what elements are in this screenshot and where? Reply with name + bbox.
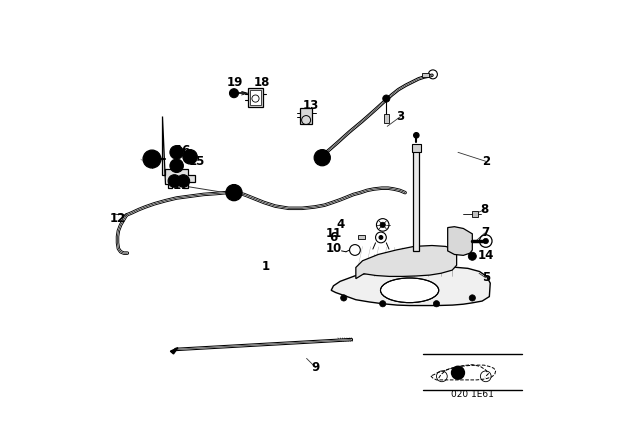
Bar xyxy=(413,148,419,251)
Polygon shape xyxy=(332,267,490,306)
Circle shape xyxy=(469,295,476,301)
Bar xyxy=(472,211,477,217)
Polygon shape xyxy=(170,348,178,354)
Text: 3: 3 xyxy=(397,110,404,123)
Circle shape xyxy=(470,254,474,258)
Circle shape xyxy=(170,146,184,159)
Bar xyxy=(412,144,421,152)
Text: 4: 4 xyxy=(336,217,344,231)
Text: 6: 6 xyxy=(330,231,337,244)
Circle shape xyxy=(483,238,488,244)
Text: 18: 18 xyxy=(253,76,270,90)
Circle shape xyxy=(468,252,476,260)
Circle shape xyxy=(147,154,157,164)
Text: 8: 8 xyxy=(481,203,489,216)
Text: 9: 9 xyxy=(312,361,319,374)
Circle shape xyxy=(413,133,419,138)
Circle shape xyxy=(170,159,184,172)
Circle shape xyxy=(380,222,385,228)
Text: 11: 11 xyxy=(325,227,342,241)
Circle shape xyxy=(379,236,383,239)
Text: 7: 7 xyxy=(481,226,489,240)
Bar xyxy=(300,108,312,124)
Circle shape xyxy=(172,178,177,184)
Circle shape xyxy=(183,150,197,164)
Circle shape xyxy=(383,95,390,102)
Circle shape xyxy=(180,178,186,184)
Circle shape xyxy=(143,150,161,168)
Text: 19: 19 xyxy=(227,76,243,90)
Circle shape xyxy=(314,150,330,166)
Text: 10: 10 xyxy=(325,242,342,255)
Polygon shape xyxy=(163,116,195,188)
Bar xyxy=(383,114,389,123)
Polygon shape xyxy=(448,227,472,255)
Circle shape xyxy=(177,175,189,187)
Ellipse shape xyxy=(380,278,439,303)
Text: 5: 5 xyxy=(482,271,490,284)
Text: 12: 12 xyxy=(109,212,125,225)
Text: 14: 14 xyxy=(477,249,494,262)
Circle shape xyxy=(433,301,440,307)
Circle shape xyxy=(340,295,347,301)
Text: 020 1E61: 020 1E61 xyxy=(451,390,493,399)
Circle shape xyxy=(226,185,242,201)
Text: 15: 15 xyxy=(189,155,205,168)
Text: 2: 2 xyxy=(482,155,490,168)
Circle shape xyxy=(380,301,386,307)
Text: 16: 16 xyxy=(175,143,191,157)
Circle shape xyxy=(168,175,180,187)
Polygon shape xyxy=(356,246,457,279)
Text: 17: 17 xyxy=(173,179,189,193)
Circle shape xyxy=(451,366,465,380)
Bar xyxy=(250,90,261,105)
Bar xyxy=(358,235,365,239)
Text: 13: 13 xyxy=(303,99,319,112)
Circle shape xyxy=(232,91,236,95)
Bar xyxy=(422,73,429,77)
Bar xyxy=(248,88,262,107)
Circle shape xyxy=(230,89,239,98)
Text: 1: 1 xyxy=(262,260,270,273)
Circle shape xyxy=(186,153,194,161)
